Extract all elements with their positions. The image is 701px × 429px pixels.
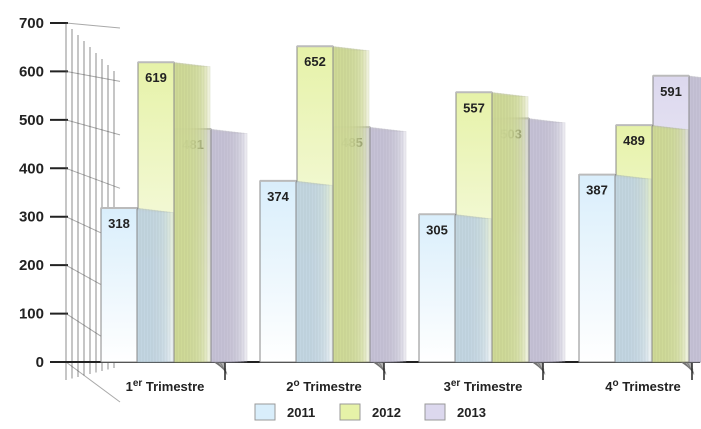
bar-depth	[292, 184, 330, 363]
bar-2011	[259, 180, 297, 363]
bar-group: 481 619 318 1er Trimestre	[100, 61, 248, 394]
y-perspective-line	[65, 22, 121, 29]
category-number: 1	[126, 379, 133, 394]
x-category-label: 1er Trimestre	[126, 378, 205, 394]
category-superscript: er	[451, 378, 461, 389]
y-axis: 0 100 200 300 400 500 600 700	[19, 15, 121, 403]
legend: 2011 2012 2013	[254, 403, 486, 421]
bar-depth	[451, 217, 489, 363]
bar-group: 591 489 387 4o Trimestre	[578, 74, 701, 394]
bar-depth	[329, 49, 367, 363]
separator-line	[686, 361, 695, 375]
bar-value-label: 374	[267, 189, 289, 204]
x-category-label: 2o Trimestre	[286, 378, 362, 394]
legend-label: 2013	[457, 405, 486, 420]
bar-depth	[210, 133, 248, 363]
y-tick-label: 200	[19, 257, 44, 274]
y-tick-label: 100	[19, 306, 44, 323]
y-tick-label: 500	[19, 112, 44, 129]
category-text: Trimestre	[300, 379, 362, 394]
y-tick-label: 300	[19, 209, 44, 226]
legend-label: 2011	[287, 405, 315, 420]
bar-depth	[648, 128, 686, 363]
legend-swatch-2013	[424, 403, 446, 421]
bar-depth	[170, 65, 208, 363]
bar-depth	[136, 212, 174, 363]
bar-2012	[455, 91, 493, 363]
bar-value-label: 481	[182, 137, 204, 152]
category-text: Trimestre	[142, 379, 204, 394]
bar-depth	[651, 129, 689, 363]
bar-value-label: 591	[660, 84, 682, 99]
x-category-label: 4o Trimestre	[605, 378, 681, 394]
bar-depth	[614, 178, 652, 363]
bar-2013	[333, 126, 371, 363]
bar-2013	[492, 117, 530, 363]
category-number: 4	[605, 379, 613, 394]
bar-group: 503 557 305 3er Trimestre	[418, 91, 566, 394]
bar-2011	[418, 213, 456, 363]
bar-2013	[652, 75, 690, 363]
y-perspective-line	[65, 119, 121, 136]
bar-depth	[295, 184, 333, 363]
y-tick-label: 600	[19, 63, 44, 80]
category-superscript: er	[133, 378, 143, 389]
category-number: 3	[444, 379, 451, 394]
bar-depth	[491, 96, 529, 363]
bar-2013	[174, 128, 212, 363]
separator-line	[378, 361, 387, 375]
y-tick-label: 700	[19, 15, 44, 32]
bar-2011	[100, 207, 138, 363]
bar-depth	[366, 130, 404, 363]
bar-value-label: 619	[145, 70, 167, 85]
legend-label: 2012	[372, 405, 401, 420]
bar-depth	[207, 132, 245, 363]
bar-depth	[332, 50, 370, 363]
bar-2012	[296, 45, 334, 363]
category-number: 2	[286, 379, 293, 394]
bar-value-label: 318	[108, 216, 130, 231]
category-text: Trimestre	[619, 379, 681, 394]
y-tick-label: 400	[19, 160, 44, 177]
x-category-label: 3er Trimestre	[444, 378, 523, 394]
y-perspective-line	[65, 361, 121, 403]
legend-swatch-2011	[254, 403, 276, 421]
separator-line	[537, 361, 546, 375]
y-tick-label: 0	[36, 354, 44, 371]
legend-swatch-2012	[339, 403, 361, 421]
bar-value-label: 652	[304, 54, 326, 69]
category-text: Trimestre	[460, 379, 522, 394]
bar-2012	[615, 124, 653, 363]
bar-depth	[173, 66, 211, 363]
bar-value-label: 305	[426, 222, 448, 237]
bar-depth	[369, 131, 407, 363]
bar-depth	[454, 218, 492, 363]
bar-depth	[525, 122, 563, 363]
bar-value-label: 387	[586, 183, 608, 198]
bar-group: 485 652 374 2o Trimestre	[259, 45, 407, 394]
bar-value-label: 503	[500, 126, 522, 141]
bar-depth	[528, 122, 566, 363]
bar-depth	[133, 211, 171, 363]
y-perspective-line	[65, 70, 121, 82]
bar-value-label: 489	[623, 133, 645, 148]
category-superscript: o	[612, 378, 618, 389]
bar-value-label: 557	[463, 100, 485, 115]
category-superscript: o	[293, 378, 299, 389]
y-perspective-line	[65, 167, 121, 189]
separator-line	[219, 361, 228, 375]
bar-value-label: 485	[341, 135, 363, 150]
bar-2012	[137, 61, 175, 363]
bar-2011	[578, 174, 616, 363]
